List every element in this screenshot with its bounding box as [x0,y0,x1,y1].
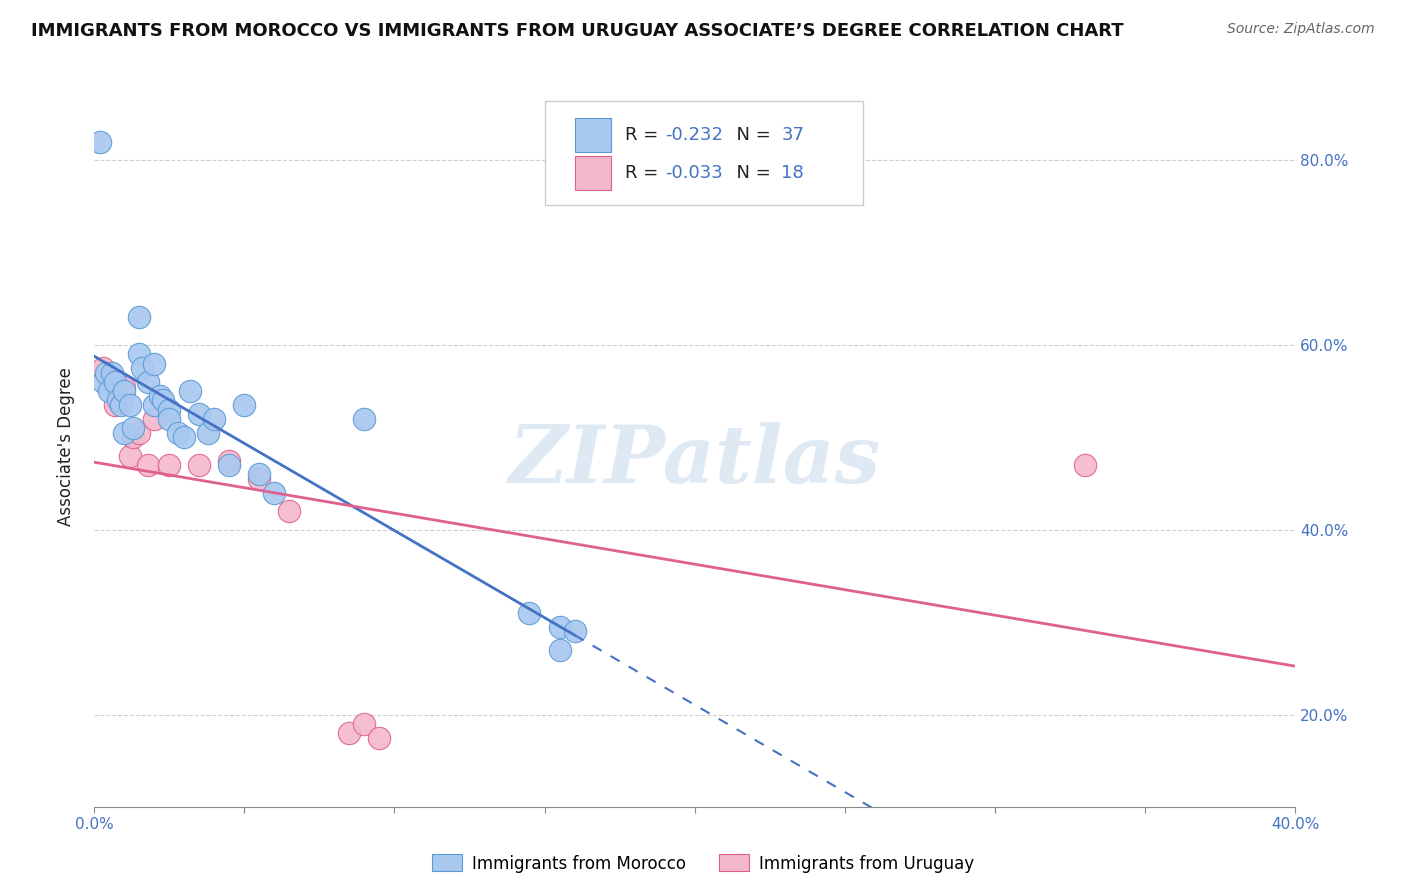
Point [149,389,172,403]
Point [128,347,150,361]
Text: 18: 18 [782,164,804,182]
Point [128,310,150,325]
Y-axis label: Associate's Degree: Associate's Degree [58,368,75,526]
Point [188,408,211,422]
Point [218,458,240,472]
Point [136,458,159,472]
Point [548,620,571,634]
Legend: Immigrants from Morocco, Immigrants from Uruguay: Immigrants from Morocco, Immigrants from… [425,847,981,880]
Point [143,412,166,426]
Point [112,425,135,440]
Point [1074,458,1097,472]
Point [157,412,180,426]
Point [89,135,111,149]
Text: R =: R = [626,164,664,182]
Text: N =: N = [724,164,776,182]
Point [188,458,211,472]
Point [548,643,571,657]
Point [118,398,141,412]
Point [112,379,135,393]
Point [519,606,541,620]
Text: -0.033: -0.033 [665,164,723,182]
Point [136,375,159,389]
Point [263,486,285,500]
Point [128,425,150,440]
Point [247,467,270,482]
Point [112,384,135,399]
Point [353,412,375,426]
Point [197,425,219,440]
Point [101,375,124,389]
Point [94,366,117,380]
Point [104,375,127,389]
Bar [575,155,610,190]
FancyBboxPatch shape [544,101,863,205]
Point [173,430,195,444]
Text: -0.232: -0.232 [665,126,723,144]
Point [167,425,190,440]
Text: ZIPatlas: ZIPatlas [509,422,880,500]
Point [131,361,153,376]
Point [143,398,166,412]
Point [91,361,114,376]
Point [278,504,301,518]
Point [91,375,114,389]
Point [233,398,256,412]
Point [143,357,166,371]
Point [564,624,586,639]
Point [218,453,240,467]
Text: 37: 37 [782,126,804,144]
Text: N =: N = [724,126,776,144]
Point [337,726,360,740]
Point [101,366,124,380]
Point [152,393,174,408]
Point [247,472,270,486]
Point [104,398,127,412]
Text: R =: R = [626,126,664,144]
Point [118,449,141,463]
Point [107,393,129,408]
Point [202,412,225,426]
Point [353,716,375,731]
Point [122,430,145,444]
Point [179,384,201,399]
Bar [575,118,610,153]
Text: Source: ZipAtlas.com: Source: ZipAtlas.com [1227,22,1375,37]
Point [157,458,180,472]
Point [110,398,132,412]
Point [368,731,391,745]
Point [157,402,180,417]
Point [122,421,145,435]
Text: IMMIGRANTS FROM MOROCCO VS IMMIGRANTS FROM URUGUAY ASSOCIATE’S DEGREE CORRELATIO: IMMIGRANTS FROM MOROCCO VS IMMIGRANTS FR… [31,22,1123,40]
Point [97,384,120,399]
